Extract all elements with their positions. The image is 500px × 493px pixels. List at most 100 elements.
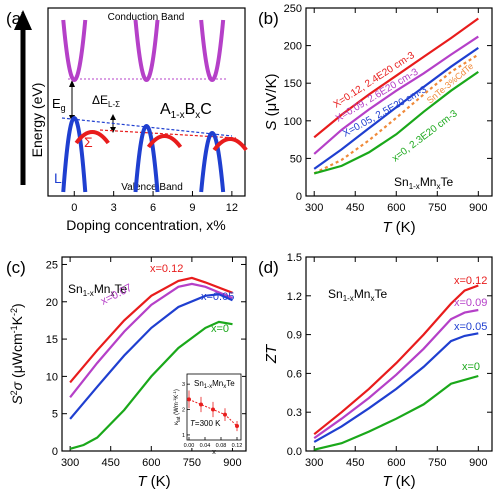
inset-frame (186, 373, 242, 441)
panel-d-annotation-sub2: x (370, 294, 374, 303)
delta-sub: L-Σ (108, 100, 120, 109)
series-label: x=0.09 (454, 297, 487, 309)
x-tick-label: 300 (305, 202, 323, 214)
inset-ylabel-close: ) (174, 389, 180, 391)
inset-point (211, 407, 215, 412)
panel-d-frame (305, 256, 493, 452)
y-tick-label: 1.5 (287, 252, 302, 264)
panel-d-annotation-sub1: 1-x (343, 294, 354, 303)
inset-ylabel-sup2: -1 (172, 390, 177, 394)
panel-c-ylabel: S2σ (μWcm-1K-2) (9, 303, 25, 404)
inset-title-sub2: x (223, 384, 226, 390)
valence-band-label: Valence Band (121, 182, 183, 193)
sigma-label: Σ (84, 134, 93, 150)
panel-b: (b) S (μV/K) T (K) Sn1-xMnxTe 300 450 600 7… (258, 3, 493, 236)
formula-label: A1-xBxC (160, 101, 212, 121)
y-tick-label: 5 (52, 409, 58, 421)
inset-x-tick-label: 0.00 (184, 443, 195, 449)
y-tick-label: 25 (46, 259, 58, 271)
panel-c-ylabel-sup: 2 (9, 390, 19, 395)
x-tick-label: 600 (387, 202, 405, 214)
delta-arrow-head-bottom (110, 127, 116, 133)
inset-title: Sn1-xMnxTe (194, 379, 235, 390)
x-tick-label: 750 (428, 202, 446, 214)
y-tick-label: 0.3 (287, 407, 302, 419)
y-tick-label: 20 (46, 297, 58, 309)
y-tick-label: 0.0 (287, 446, 302, 458)
y-tick-label: 0 (296, 191, 302, 203)
panel-b-xlabel-t: T (382, 219, 393, 236)
panel-c-xlabel: T (K) (137, 473, 170, 490)
inset-x-tick-label: 0.08 (216, 443, 227, 449)
y-tick-label: 100 (284, 116, 302, 128)
series-line (313, 332, 479, 443)
series-label: x=0, 2.3E20 cm-3 (390, 108, 460, 164)
inset-ylabel-sub: lat (176, 416, 182, 422)
y-tick-label: 0.6 (287, 368, 302, 380)
panel-a-ylabel: Energy (eV) (29, 83, 45, 158)
x-tick-label: 450 (346, 202, 364, 214)
x-tick-label: 300 (61, 457, 79, 469)
delta-arrow-head-top (110, 114, 116, 120)
panel-c-annotation-mn: Mn (94, 282, 111, 296)
panel-c-ylabel-sup2: -1 (9, 325, 19, 333)
x-tick-label: 900 (469, 457, 487, 469)
panel-c-ylabel-close: ) (9, 303, 25, 308)
panel-a-frame (47, 7, 246, 197)
inset-title-te: Te (226, 379, 235, 388)
y-tick-label: 250 (284, 3, 302, 15)
inset-ylabel: κlat (Wm-1K-1) (172, 389, 182, 425)
inset-ylabel-k: K (174, 395, 180, 399)
panel-d-annotation-te: Te (374, 287, 387, 301)
inset-x-tick-label: 0.12 (232, 443, 243, 449)
y-tick-label: 0 (52, 446, 58, 458)
y-tick-label: 1.2 (287, 291, 302, 303)
panel-d-annotation: Sn1-xMnxTe (328, 287, 387, 303)
panel-b-annotation-te: Te (440, 175, 453, 189)
x-tick-label: 0 (71, 202, 77, 214)
series-line (69, 282, 233, 398)
sigma-max-guide (99, 129, 237, 139)
panel-c-xlabel-t: T (137, 473, 148, 490)
formula-sub1: 1-x (171, 110, 185, 121)
panel-b-annotation-sub2: x (436, 182, 440, 191)
panel-a-xlabel: Doping concentration, x% (66, 217, 226, 233)
panel-b-annotation-sub1: 1-x (409, 182, 420, 191)
formula-b: B (185, 101, 196, 118)
inset-xlabel: x (212, 449, 216, 456)
panel-b-ylabel-s: S (263, 120, 280, 130)
series-line (313, 70, 479, 175)
panel-d-label: (d) (258, 258, 279, 277)
x-tick-label: 900 (223, 457, 241, 469)
series-line (313, 53, 479, 175)
panel-c-ylabel-s: S (9, 395, 25, 405)
conduction-band (61, 19, 88, 82)
energy-arrowhead (14, 10, 32, 30)
panel-b-label: (b) (258, 9, 279, 28)
x-tick-label: 750 (428, 457, 446, 469)
L-label: L (54, 170, 62, 186)
series-label: x=0 (211, 323, 229, 335)
sigma-valence-band (212, 137, 248, 152)
panel-c-ylabel-k: K (9, 315, 25, 325)
panel-d-xlabel: T (K) (382, 473, 415, 490)
series-line (313, 284, 479, 436)
series-label: x=0.05 (454, 321, 487, 333)
inset-point (199, 402, 203, 407)
inset-point (235, 424, 239, 429)
panel-b-annotation-mn: Mn (420, 175, 437, 189)
eg-arrow-head-top (69, 80, 75, 87)
panel-c: (c) S2σ (μWcm-1K-2) T (K) Sn1-xMnxTe 300… (6, 256, 247, 490)
panel-d-xlabel-t: T (382, 473, 393, 490)
series-line (313, 17, 479, 139)
delta-label: ΔEL-Σ (92, 93, 120, 109)
y-tick-label: 200 (284, 41, 302, 53)
sigma-valence-band (74, 130, 110, 145)
panel-c-annotation-te: Te (114, 282, 127, 296)
inset-title-mn: Mn (212, 379, 223, 388)
panel-c-annotation-sub1: 1-x (83, 289, 94, 298)
panel-c-annotation-sub2: x (110, 289, 114, 298)
inset-note-t: T (190, 419, 196, 428)
